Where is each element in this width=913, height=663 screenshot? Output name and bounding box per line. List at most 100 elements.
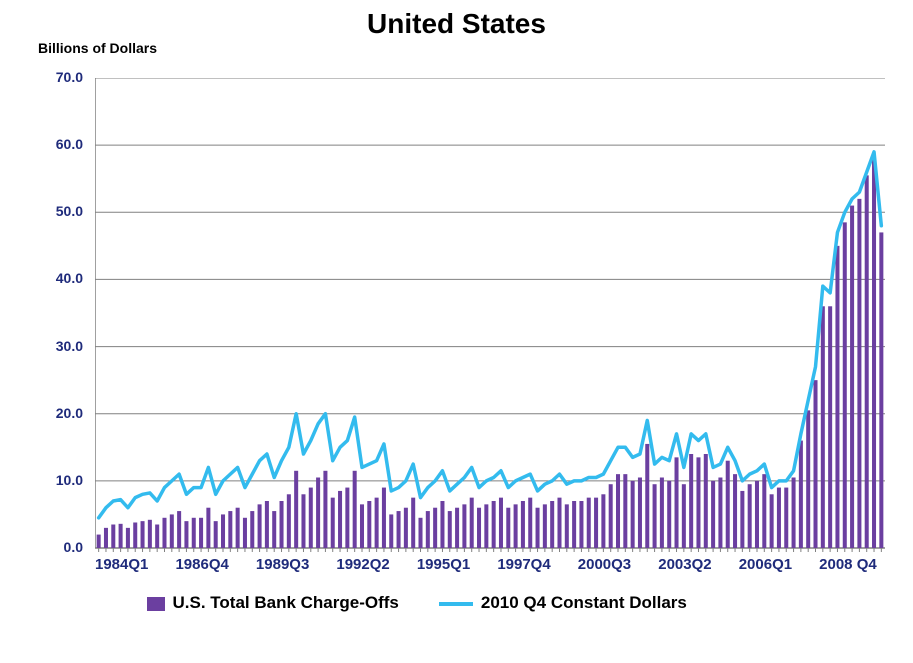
- bar: [536, 508, 540, 548]
- bar: [594, 498, 598, 548]
- bar: [653, 484, 657, 548]
- bar: [206, 508, 210, 548]
- bar: [733, 474, 737, 548]
- plot-area: [95, 78, 885, 558]
- bar: [675, 457, 679, 548]
- legend: U.S. Total Bank Charge-Offs2010 Q4 Const…: [147, 593, 687, 613]
- bar: [331, 498, 335, 548]
- bar: [726, 461, 730, 548]
- bar: [301, 494, 305, 548]
- xtick-label: 2006Q1: [739, 556, 792, 573]
- bar: [521, 501, 525, 548]
- bar: [660, 478, 664, 549]
- bar: [433, 508, 437, 548]
- bar: [177, 511, 181, 548]
- bar: [609, 484, 613, 548]
- bar: [770, 494, 774, 548]
- bar: [777, 488, 781, 548]
- bar: [411, 498, 415, 548]
- bar: [375, 498, 379, 548]
- bar: [455, 508, 459, 548]
- ytick-label: 70.0: [0, 69, 83, 85]
- bar: [272, 511, 276, 548]
- bar: [682, 484, 686, 548]
- xtick-label: 1995Q1: [417, 556, 470, 573]
- chart-title: United States: [0, 8, 913, 40]
- bar: [360, 504, 364, 548]
- bar: [316, 478, 320, 549]
- bar: [338, 491, 342, 548]
- bar: [784, 488, 788, 548]
- bar: [550, 501, 554, 548]
- bar: [821, 306, 825, 548]
- line-series: [99, 152, 882, 518]
- bar: [799, 441, 803, 548]
- chart-container: United States Billions of Dollars U.S. T…: [0, 0, 913, 663]
- bar: [843, 222, 847, 548]
- bar: [601, 494, 605, 548]
- bar: [214, 521, 218, 548]
- bar: [426, 511, 430, 548]
- bar: [477, 508, 481, 548]
- bar: [126, 528, 130, 548]
- bar: [97, 535, 101, 548]
- bar: [879, 232, 883, 548]
- bar: [287, 494, 291, 548]
- bar: [345, 488, 349, 548]
- bar: [265, 501, 269, 548]
- legend-item: 2010 Q4 Constant Dollars: [439, 593, 687, 613]
- bar: [755, 481, 759, 548]
- bar: [565, 504, 569, 548]
- bar: [280, 501, 284, 548]
- bar: [155, 525, 159, 549]
- bar: [484, 504, 488, 548]
- bar: [309, 488, 313, 548]
- bar: [792, 478, 796, 549]
- bar: [865, 175, 869, 548]
- bar: [418, 518, 422, 548]
- bar: [228, 511, 232, 548]
- bar: [353, 471, 357, 548]
- bar: [119, 524, 123, 548]
- xtick-label: 1984Q1: [95, 556, 148, 573]
- bar: [572, 501, 576, 548]
- xtick-label: 1997Q4: [497, 556, 550, 573]
- bar: [492, 501, 496, 548]
- ytick-label: 0.0: [0, 539, 83, 555]
- bar: [528, 498, 532, 548]
- bar: [850, 206, 854, 548]
- bar: [667, 481, 671, 548]
- bar: [184, 521, 188, 548]
- bar: [104, 528, 108, 548]
- bar: [133, 522, 137, 548]
- bar: [623, 474, 627, 548]
- bar: [111, 525, 115, 549]
- xtick-label: 2000Q3: [578, 556, 631, 573]
- bar: [258, 504, 262, 548]
- bar: [557, 498, 561, 548]
- bar: [616, 474, 620, 548]
- bar: [199, 518, 203, 548]
- bar: [440, 501, 444, 548]
- bar: [250, 511, 254, 548]
- xtick-label: 2008 Q4: [819, 556, 877, 573]
- bar: [835, 246, 839, 548]
- bar: [579, 501, 583, 548]
- yaxis-title: Billions of Dollars: [38, 40, 157, 56]
- bar: [857, 199, 861, 548]
- ytick-label: 30.0: [0, 338, 83, 354]
- bar: [514, 504, 518, 548]
- bar: [711, 481, 715, 548]
- ytick-label: 60.0: [0, 136, 83, 152]
- bar: [236, 508, 240, 548]
- bar: [404, 508, 408, 548]
- bar: [872, 159, 876, 548]
- bar: [806, 410, 810, 548]
- bar: [506, 508, 510, 548]
- bar: [470, 498, 474, 548]
- bar: [162, 518, 166, 548]
- bar: [587, 498, 591, 548]
- bar: [543, 504, 547, 548]
- bar: [718, 478, 722, 549]
- bar: [448, 511, 452, 548]
